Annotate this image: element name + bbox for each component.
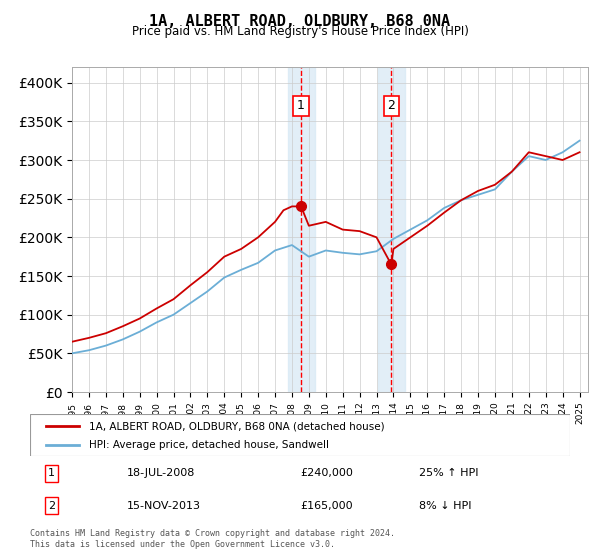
Text: 2: 2 [388, 99, 395, 113]
Text: 1A, ALBERT ROAD, OLDBURY, B68 0NA (detached house): 1A, ALBERT ROAD, OLDBURY, B68 0NA (detac… [89, 421, 385, 431]
Text: 2: 2 [48, 501, 55, 511]
Text: £240,000: £240,000 [300, 468, 353, 478]
Text: HPI: Average price, detached house, Sandwell: HPI: Average price, detached house, Sand… [89, 440, 329, 450]
Text: 1A, ALBERT ROAD, OLDBURY, B68 0NA: 1A, ALBERT ROAD, OLDBURY, B68 0NA [149, 14, 451, 29]
Text: 1: 1 [297, 99, 305, 113]
FancyBboxPatch shape [30, 414, 570, 456]
Bar [378, 67, 405, 392]
Text: 8% ↓ HPI: 8% ↓ HPI [419, 501, 472, 511]
Text: 18-JUL-2008: 18-JUL-2008 [127, 468, 196, 478]
Bar [287, 67, 314, 392]
Text: 25% ↑ HPI: 25% ↑ HPI [419, 468, 478, 478]
Text: Price paid vs. HM Land Registry's House Price Index (HPI): Price paid vs. HM Land Registry's House … [131, 25, 469, 38]
Text: £165,000: £165,000 [300, 501, 353, 511]
Text: 1: 1 [48, 468, 55, 478]
Text: 15-NOV-2013: 15-NOV-2013 [127, 501, 201, 511]
Text: Contains HM Land Registry data © Crown copyright and database right 2024.
This d: Contains HM Land Registry data © Crown c… [30, 529, 395, 549]
